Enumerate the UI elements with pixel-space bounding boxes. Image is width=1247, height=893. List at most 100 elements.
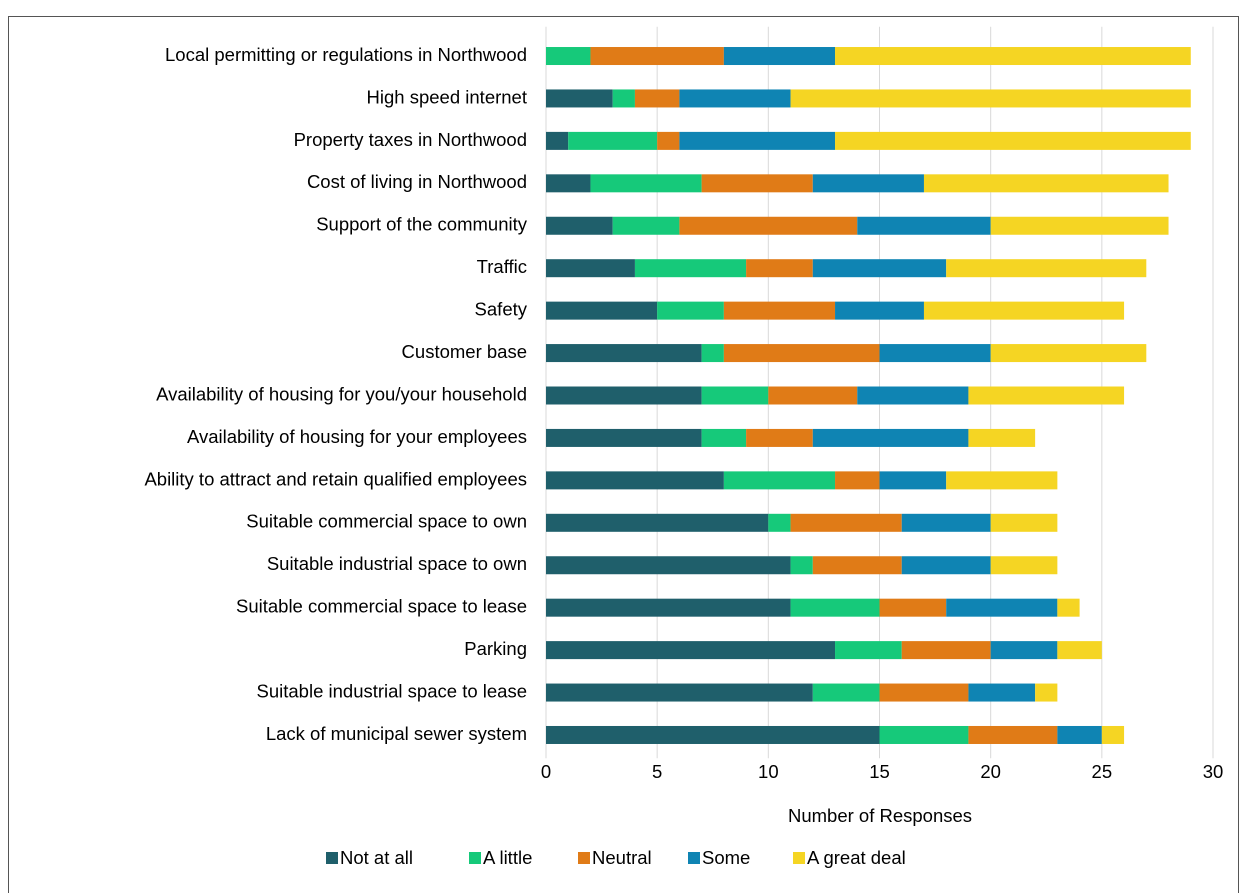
bar-segment <box>701 344 724 363</box>
bar-segment <box>879 725 969 744</box>
bar-segment <box>1035 683 1058 702</box>
y-tick-label: Local permitting or regulations in North… <box>165 44 527 65</box>
bar-segment <box>990 513 1058 532</box>
y-tick-label: Parking <box>464 638 527 659</box>
bar-segment <box>812 556 902 575</box>
bar-segment <box>879 344 991 363</box>
y-tick-label: Ability to attract and retain qualified … <box>144 468 527 489</box>
bar-segment <box>546 428 702 447</box>
legend-swatch <box>578 852 590 864</box>
bar-segment <box>946 259 1147 278</box>
bar-segment <box>701 386 769 405</box>
bar-segment <box>835 131 1191 150</box>
bar-segment <box>790 513 902 532</box>
bar-segment <box>657 131 680 150</box>
legend-label: Some <box>702 847 750 868</box>
bar-segment <box>546 344 702 363</box>
bar-segment <box>546 89 613 108</box>
bar-segment <box>901 556 991 575</box>
bar-segment <box>835 301 924 320</box>
bar-segment <box>723 471 836 490</box>
legend-swatch <box>688 852 700 864</box>
y-tick-label: Traffic <box>477 256 527 277</box>
bar-segment <box>546 683 813 702</box>
y-tick-label: Suitable commercial space to lease <box>236 596 527 617</box>
bar-segment <box>968 428 1036 447</box>
bar-segment <box>590 47 724 66</box>
bar-segment <box>835 47 1191 66</box>
x-tick-label: 30 <box>1203 761 1224 782</box>
bar-segment <box>701 428 747 447</box>
bar-segment <box>857 386 969 405</box>
bar-segment <box>546 641 836 660</box>
bar-segment <box>990 641 1058 660</box>
y-tick-label: Customer base <box>402 341 527 362</box>
bar-segment <box>746 259 813 278</box>
bar-segment <box>546 471 724 490</box>
bar-segment <box>679 131 836 150</box>
bar-segment <box>923 301 1125 320</box>
y-tick-label: Safety <box>475 299 528 320</box>
bar-segment <box>546 386 702 405</box>
y-tick-label: High speed internet <box>367 86 527 107</box>
x-tick-label: 15 <box>869 761 890 782</box>
x-axis-title: Number of Responses <box>788 805 972 826</box>
legend-label: Not at all <box>340 847 413 868</box>
y-tick-label: Lack of municipal sewer system <box>266 723 527 744</box>
bar-segment <box>990 344 1147 363</box>
bar-segment <box>679 89 791 108</box>
bar-segment <box>723 344 880 363</box>
bar-segment <box>968 683 1036 702</box>
legend-label: A little <box>483 847 532 868</box>
bar-segment <box>1057 598 1080 617</box>
bar-segment <box>546 47 591 66</box>
bar-segment <box>568 131 658 150</box>
legend-swatch <box>326 852 338 864</box>
bar-segment <box>546 301 658 320</box>
legend-label: A great deal <box>807 847 906 868</box>
bar-segment <box>546 174 591 193</box>
bar-segment <box>946 598 1058 617</box>
y-tick-label: Support of the community <box>316 214 528 235</box>
bar-segment <box>835 641 902 660</box>
bar-segment <box>612 89 635 108</box>
bar-segment <box>546 513 769 532</box>
bar-segment <box>790 598 880 617</box>
bar-segment <box>812 683 880 702</box>
x-tick-label: 20 <box>980 761 1001 782</box>
bar-segment <box>990 216 1169 235</box>
bar-segment <box>768 513 791 532</box>
x-tick-label: 5 <box>652 761 662 782</box>
x-tick-label: 10 <box>758 761 779 782</box>
legend-swatch <box>793 852 805 864</box>
bar-segment <box>901 641 991 660</box>
bar-segment <box>546 725 880 744</box>
bar-segment <box>1057 725 1102 744</box>
y-tick-label: Cost of living in Northwood <box>307 171 527 192</box>
bar-segment <box>701 174 813 193</box>
y-tick-label: Suitable industrial space to lease <box>257 680 527 701</box>
bar-segment <box>857 216 991 235</box>
bar-segment <box>790 89 1191 108</box>
bar-segment <box>879 598 947 617</box>
bar-segment <box>879 471 947 490</box>
bar-segment <box>546 598 791 617</box>
bar-segment <box>679 216 858 235</box>
bar-segment <box>879 683 969 702</box>
bar-segment <box>723 47 836 66</box>
bar-segment <box>546 259 635 278</box>
bar-segment <box>1057 641 1102 660</box>
bar-segment <box>612 216 680 235</box>
bar-segment <box>968 725 1058 744</box>
bar-segment <box>812 428 969 447</box>
bar-segment <box>546 131 569 150</box>
bar-segment <box>968 386 1125 405</box>
bar-segment <box>901 513 991 532</box>
x-tick-label: 25 <box>1092 761 1113 782</box>
bar-segment <box>546 556 791 575</box>
bar-segment <box>812 174 924 193</box>
bar-segment <box>790 556 813 575</box>
bar-segment <box>590 174 702 193</box>
bar-segment <box>634 259 747 278</box>
